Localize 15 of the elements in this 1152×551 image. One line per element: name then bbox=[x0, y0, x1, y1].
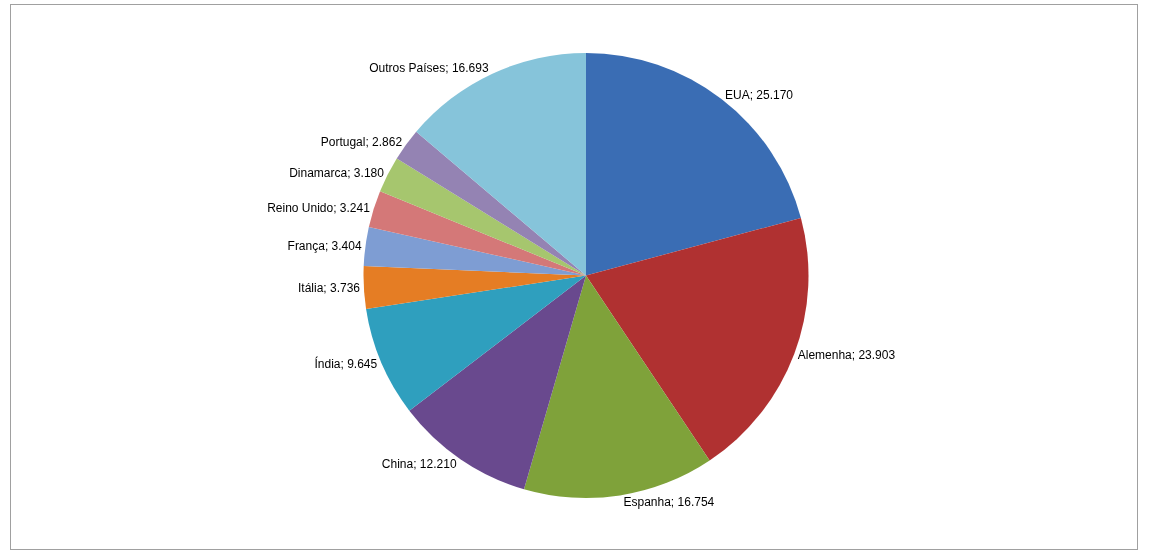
slice-label: Reino Unido; 3.241 bbox=[267, 201, 371, 216]
slice-label: Índia; 9.645 bbox=[314, 356, 378, 372]
pie-slice bbox=[368, 191, 586, 276]
slice-label: Espanha; 16.754 bbox=[623, 495, 715, 510]
slice-label: Itália; 3.736 bbox=[297, 280, 361, 295]
slice-label: Portugal; 2.862 bbox=[320, 135, 403, 150]
slice-label: Dinamarca; 3.180 bbox=[289, 166, 385, 181]
pie-slice bbox=[586, 53, 801, 276]
slice-label: Outros Países; 16.693 bbox=[369, 60, 489, 75]
slice-label: Alemenha; 23.903 bbox=[797, 347, 896, 362]
slice-label: França; 3.404 bbox=[287, 239, 362, 254]
pie-slice bbox=[363, 266, 586, 310]
slice-label: China; 12.210 bbox=[381, 456, 457, 471]
pie-slice bbox=[524, 275, 710, 498]
slice-label: EUA; 25.170 bbox=[724, 87, 794, 102]
